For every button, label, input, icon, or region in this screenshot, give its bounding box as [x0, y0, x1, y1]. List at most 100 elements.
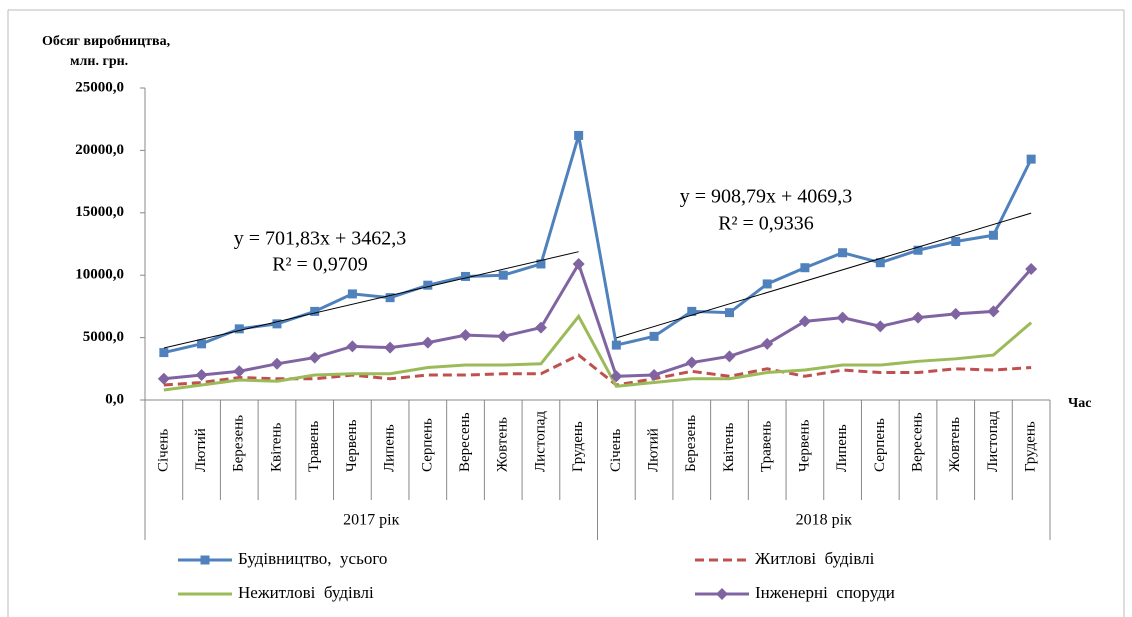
point: [384, 341, 397, 354]
point: [459, 329, 472, 342]
y-tick-label: 20000,0: [75, 142, 124, 158]
point: [798, 315, 811, 328]
x-tick-label: Серпень: [872, 418, 888, 472]
series-line: [163, 260, 1033, 381]
legend-marker: [716, 588, 728, 600]
legend-label: Інженерні споруди: [755, 583, 895, 602]
legend-label: Нежитлові будівлі: [238, 583, 374, 602]
point: [385, 293, 395, 303]
point: [836, 311, 849, 324]
x-tick-label: Лютий: [646, 428, 662, 472]
group-label: 2018 рік: [796, 512, 852, 529]
point: [800, 263, 810, 273]
x-tick-label: Грудень: [1023, 421, 1039, 472]
series-line: [163, 353, 1032, 387]
point: [1026, 154, 1036, 164]
point: [310, 306, 320, 316]
point: [157, 372, 170, 385]
y-axis-label: Обсяг виробництва,: [42, 34, 170, 49]
x-tick-label: Грудень: [570, 421, 586, 472]
x-tick-label: Січень: [608, 429, 624, 472]
x-tick-label: Листопад: [532, 411, 548, 472]
point: [949, 307, 962, 320]
point: [159, 348, 169, 358]
x-tick-label: Вересень: [457, 412, 473, 472]
trend-r2: R² = 0,9336: [718, 213, 814, 235]
x-tick-label: Жовтень: [947, 417, 963, 472]
point: [346, 340, 359, 353]
point: [197, 339, 207, 349]
point: [875, 258, 885, 268]
point: [497, 330, 510, 343]
trend-r2: R² = 0,9709: [272, 254, 368, 276]
legend-label: Житлові будівлі: [755, 549, 875, 568]
y-tick-label: 10000,0: [75, 267, 124, 283]
x-tick-label: Червень: [796, 419, 812, 472]
legend-marker: [200, 555, 210, 565]
point: [685, 356, 698, 369]
x-tick-label: Лютий: [193, 428, 209, 472]
series-line: [163, 135, 1033, 355]
x-tick-label: Квітень: [721, 423, 737, 472]
x-tick-label: Липень: [834, 424, 850, 472]
x-tick-label: Січень: [155, 429, 171, 472]
x-tick-label: Жовтень: [495, 417, 511, 472]
point: [1025, 262, 1038, 275]
point: [988, 230, 998, 240]
x-tick-label: Травень: [306, 421, 322, 472]
trendline: [163, 251, 579, 349]
point: [270, 357, 283, 370]
point: [610, 370, 623, 383]
point: [687, 306, 697, 316]
x-tick-label: Травень: [759, 421, 775, 472]
point: [724, 308, 734, 318]
point: [913, 245, 923, 255]
point: [347, 289, 357, 299]
x-tick-label: Вересень: [909, 412, 925, 472]
trendline: [616, 212, 1032, 339]
y-tick-label: 0,0: [105, 391, 124, 407]
point: [987, 305, 1000, 318]
point: [421, 336, 434, 349]
point: [838, 248, 848, 258]
point: [611, 340, 621, 350]
point: [234, 324, 244, 334]
point: [762, 279, 772, 289]
y-tick-label: 15000,0: [75, 204, 124, 220]
point: [233, 365, 246, 378]
x-tick-label: Квітень: [268, 423, 284, 472]
x-tick-label: Липень: [382, 424, 398, 472]
point: [423, 280, 433, 290]
x-tick-label: Березень: [683, 415, 699, 472]
point: [308, 351, 321, 364]
y-tick-label: 25000,0: [75, 79, 124, 95]
y-tick-label: 5000,0: [83, 329, 124, 345]
point: [874, 320, 887, 333]
point: [648, 369, 661, 382]
point: [572, 257, 585, 270]
point: [195, 369, 208, 382]
group-label: 2017 рік: [343, 512, 399, 529]
point: [536, 259, 546, 269]
x-tick-label: Червень: [344, 419, 360, 472]
point: [272, 319, 282, 329]
x-tick-label: Серпень: [419, 418, 435, 472]
legend-label: Будівництво, усього: [238, 549, 387, 568]
trend-equation: y = 908,79x + 4069,3: [680, 186, 853, 208]
point: [649, 331, 659, 341]
point: [761, 337, 774, 350]
y-axis-label: млн. грн.: [70, 54, 128, 69]
trend-equation: y = 701,83x + 3462,3: [234, 228, 407, 250]
point: [574, 130, 584, 140]
x-tick-label: Листопад: [985, 411, 1001, 472]
point: [498, 270, 508, 280]
point: [912, 311, 925, 324]
x-axis-label: Час: [1068, 396, 1092, 411]
series-line: [163, 313, 1033, 392]
point: [723, 350, 736, 363]
point: [951, 237, 961, 247]
point: [534, 321, 547, 334]
point: [461, 271, 471, 281]
